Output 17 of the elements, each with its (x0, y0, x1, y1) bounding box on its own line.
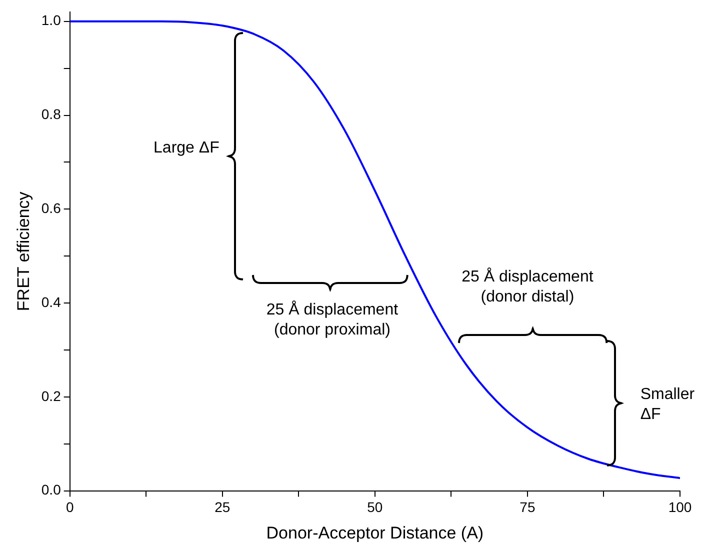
y-tick-label: 0.4 (41, 294, 62, 310)
x-tick-label: 25 (214, 499, 230, 516)
annotation: 25 Å displacement (donor proximal) (266, 300, 399, 338)
x-tick-label: 50 (367, 499, 383, 516)
x-tick-label: 0 (66, 499, 74, 516)
y-tick-label: 0.8 (41, 106, 62, 122)
x-tick-label: 100 (668, 499, 692, 516)
x-tick-label: 75 (520, 499, 536, 516)
annotation: Smaller ΔF (640, 386, 696, 423)
y-tick-label: 1.0 (41, 12, 62, 28)
annotation: 25 Å displacement (donor distal) (462, 268, 594, 306)
annotation: Large ΔF (154, 140, 220, 157)
y-tick-label: 0.2 (41, 388, 62, 404)
y-tick-label: 0.6 (41, 200, 62, 216)
y-tick-label: 0.0 (41, 482, 62, 498)
y-axis-title: FRET efficiency (14, 191, 33, 312)
x-axis-title: Donor-Acceptor Distance (A) (266, 523, 484, 542)
